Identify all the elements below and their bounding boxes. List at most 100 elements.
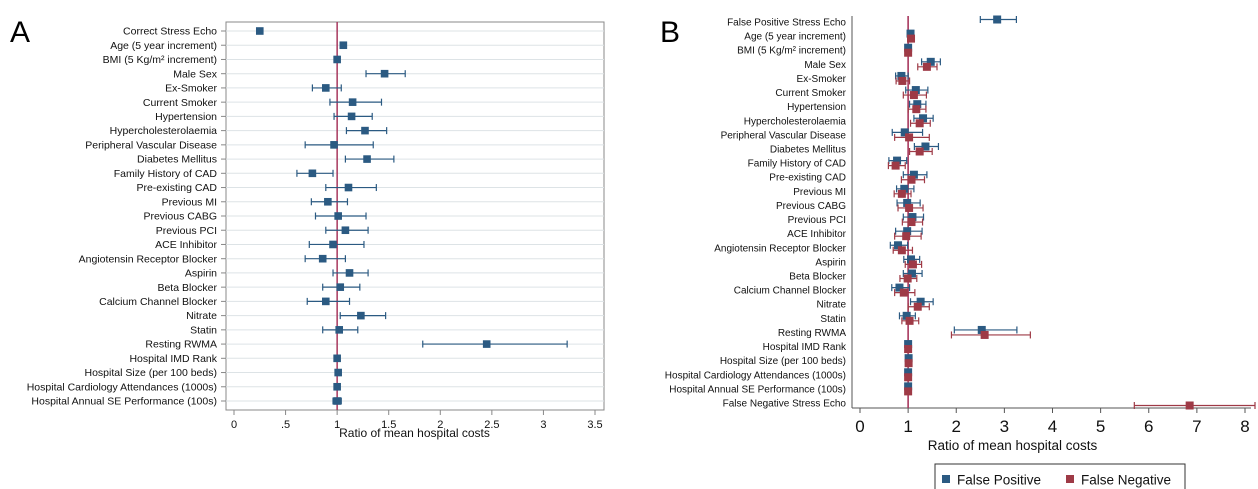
panel-a-point-ace-inhibitor [329,240,337,249]
panel-a-row-label-age-5-year-increment: Age (5 year increment) [110,40,217,52]
panel-b-row-label-statin: Statin [820,314,846,325]
panel-b-point-false-positive-hypertension [913,100,922,109]
panel-b-point-false-negative-pre-existing-cad [907,175,916,184]
panel-b-row-label-hypercholesterolaemia: Hypercholesterolaemia [744,116,847,127]
panel-b-ci-false-negative-false-negative-stress-echo [1133,402,1256,409]
panel-b-row-label-hypertension: Hypertension [787,102,846,113]
panel-b-point-false-negative-male-sex [922,62,931,71]
panel-b-point-false-negative-nitrate [913,302,922,311]
panel-b-x-tick-label: 8 [1240,417,1249,436]
panel-a-point-bmi-5-kg-m-increment [333,55,341,64]
panel-a-row-label-previous-mi: Previous MI [162,196,217,208]
panel-a-point-hospital-size-per-100-beds [334,368,342,377]
panel-a-point-calcium-channel-blocker [321,297,330,306]
panel-b-point-false-positive-beta-blocker [907,269,916,278]
panel-b-point-false-negative-ex-smoker [898,76,907,85]
panel-a-point-beta-blocker [336,283,345,291]
panel-a-x-tick-label: 3.5 [587,419,602,431]
panel-a-x-tick-label: 0 [231,419,237,431]
panel-b-x-tick-label: 4 [1048,417,1057,436]
panel-a-point-peripheral-vascular-disease [330,141,338,149]
panel-b-point-false-negative-peripheral-vascular-disease [905,133,914,142]
panel-b-row-label-ace-inhibitor: ACE Inhibitor [787,229,847,240]
panel-a-point-hospital-imd-rank [333,354,341,363]
panel-b-x-tick-label: 6 [1144,417,1153,436]
panel-a-row-label-hypercholesterolaemia: Hypercholesterolaemia [110,125,218,137]
panel-b-point-false-negative-current-smoker [909,91,918,100]
panel-b-row-label-ex-smoker: Ex-Smoker [797,74,847,85]
panel-a-point-diabetes-mellitus [363,155,371,163]
panel-b-x-tick-label: 1 [903,417,912,436]
panel-b-point-false-positive-calcium-channel-blocker [895,283,904,292]
legend-swatch-false-negative [1066,475,1074,483]
panel-a-row-label-male-sex: Male Sex [173,68,218,80]
panel-a-row-label-ex-smoker: Ex-Smoker [165,83,217,95]
panel-b-point-false-positive-male-sex [926,57,935,66]
panel-b-row-label-hospital-annual-se-performance-100s: Hospital Annual SE Performance (100s) [669,384,846,395]
panel-b-point-false-negative-bmi-5-kg-m-increment [904,48,913,57]
panel-a-row-label-pre-existing-cad: Pre-existing CAD [136,182,217,194]
panel-b-point-false-positive-hospital-annual-se-performance-100s [904,382,913,391]
panel-a-point-previous-pci [341,226,350,235]
panel-a-row-label-hospital-cardiology-attendances-1000s: Hospital Cardiology Attendances (1000s) [27,381,217,393]
panel-a-point-family-history-of-cad [308,169,317,178]
panel-a-row-label-bmi-5-kg-m-increment: BMI (5 Kg/m² increment) [103,54,217,66]
panel-b-row-label-beta-blocker: Beta Blocker [789,272,846,283]
panel-a-ci-peripheral-vascular-disease [304,141,374,149]
panel-a-x-tick-label: 1 [334,419,340,431]
panel-b-point-false-negative-hospital-annual-se-performance-100s [904,387,913,396]
panel-b-point-false-positive-resting-rwma [977,325,986,334]
panel-a-point-aspirin [345,269,354,277]
panel-b-point-false-positive-peripheral-vascular-disease [900,128,909,137]
panel-a-forest-plot: Correct Stress Echo Age (5 year increment… [27,21,605,440]
panel-b-row-label-previous-mi: Previous MI [793,187,846,198]
panel-a-point-previous-mi [324,197,332,206]
panel-b-x-axis-title: Ratio of mean hospital costs [928,438,1098,453]
panel-a-row-label-resting-rwma: Resting RWMA [145,339,217,351]
panel-a-point-correct-stress-echo [255,27,264,35]
panel-a-row-label-current-smoker: Current Smoker [143,97,218,109]
panel-b-point-false-positive-hypercholesterolaemia [919,114,928,123]
panel-a-point-resting-rwma [482,340,491,348]
panel-a-x-tick-label: 2.5 [484,419,499,431]
panel-b-point-false-negative-previous-mi [897,189,906,198]
panel-b-point-false-positive-age-5-year-increment [906,29,915,38]
panel-b-point-false-negative-angiotensin-receptor-blocker [897,246,906,255]
panel-b-row-label-age-5-year-increment: Age (5 year increment) [744,32,846,43]
panel-b-point-false-negative-hypercholesterolaemia [915,119,924,128]
panel-b-point-false-positive-statin [902,311,911,320]
panel-b-point-false-negative-resting-rwma [980,330,989,339]
panel-a-row-label-calcium-channel-blocker: Calcium Channel Blocker [99,296,217,308]
panel-b-point-false-positive-pre-existing-cad [909,170,918,179]
panel-b-point-false-positive-false-positive-stress-echo [993,15,1002,24]
panel-a-point-statin [335,326,344,334]
panel-letter-a: A [10,16,30,49]
panel-a-x-tick-label: 1.5 [381,419,396,431]
panel-b-ci-false-negative-resting-rwma [950,331,1031,339]
panel-b-x-tick-label: 0 [855,417,864,436]
panel-b-row-label-calcium-channel-blocker: Calcium Channel Blocker [734,286,847,297]
panel-b-point-false-positive-bmi-5-kg-m-increment [904,43,913,52]
panel-a-point-ex-smoker [321,84,330,92]
panel-b-row-label-angiotensin-receptor-blocker: Angiotensin Receptor Blocker [714,243,846,254]
panel-b-point-false-positive-ace-inhibitor [903,227,912,236]
panel-b-row-label-peripheral-vascular-disease: Peripheral Vascular Disease [721,130,847,141]
panel-b-row-label-false-positive-stress-echo: False Positive Stress Echo [727,18,846,29]
panel-a-point-pre-existing-cad [344,183,353,192]
panel-a-point-previous-cabg [334,212,342,220]
panel-b-row-label-diabetes-mellitus: Diabetes Mellitus [770,145,846,156]
panel-a-point-age-5-year-increment [339,41,348,50]
panel-a-row-label-diabetes-mellitus: Diabetes Mellitus [137,154,217,166]
panel-b-point-false-negative-family-history-of-cad [891,161,900,170]
panel-b-point-false-positive-angiotensin-receptor-blocker [894,241,903,250]
panel-b-point-false-positive-aspirin [907,255,916,264]
panel-b-row-label-previous-cabg: Previous CABG [776,201,846,212]
panel-b-point-false-positive-hospital-cardiology-attendances-1000s [904,368,913,377]
panel-a-x-tick-label: 2 [437,419,443,431]
panel-b-point-false-negative-age-5-year-increment [907,34,916,43]
panel-a-row-label-angiotensin-receptor-blocker: Angiotensin Receptor Blocker [79,253,218,265]
panel-a-ci-resting-rwma [422,340,568,348]
panel-b-row-label-bmi-5-kg-m-increment: BMI (5 Kg/m² increment) [737,46,846,57]
panel-b-point-false-positive-ex-smoker [897,71,906,80]
panel-b-point-false-negative-diabetes-mellitus [915,147,924,156]
